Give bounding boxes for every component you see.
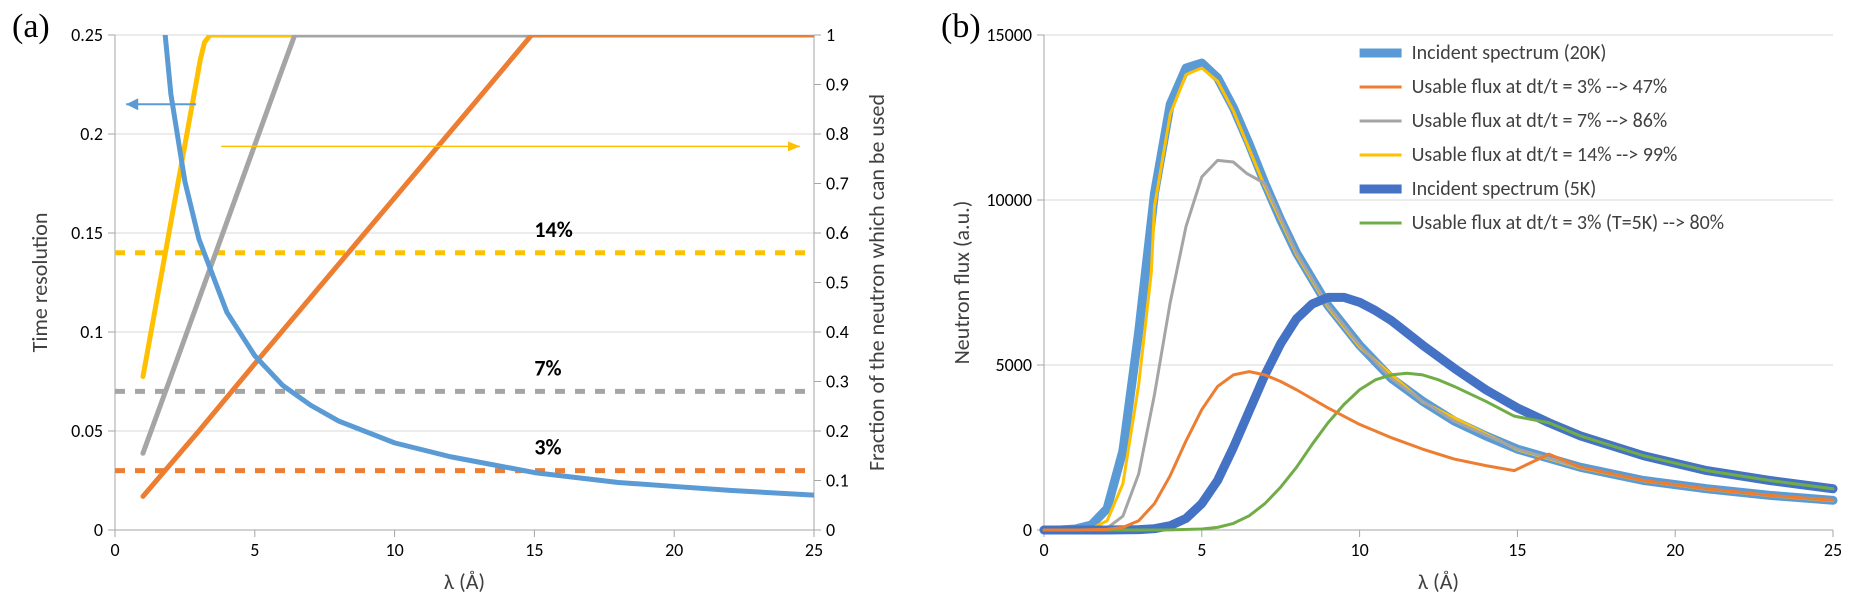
svg-text:14%: 14% [534,216,572,243]
svg-text:0.4: 0.4 [826,321,849,343]
svg-text:Usable flux at dt/t = 14% -->: Usable flux at dt/t = 14% --> 99% [1412,143,1678,167]
svg-text:5000: 5000 [996,354,1033,376]
svg-text:10000: 10000 [986,189,1032,211]
svg-text:0: 0 [1039,539,1048,561]
svg-text:λ (Å): λ (Å) [1418,568,1459,595]
svg-text:Time resolution: Time resolution [26,213,53,353]
svg-text:0.2: 0.2 [826,420,849,442]
svg-text:0.2: 0.2 [80,123,103,145]
svg-text:25: 25 [1824,539,1842,561]
svg-text:Neutron flux (a.u.): Neutron flux (a.u.) [948,201,975,365]
panel-b: (b) 0 5000 10000 15000 0 5 10 15 20 25 Incident sp… [929,0,1858,605]
figure: (a) 00.050.10.150.20.2500.10.20.30.40.50… [0,0,1858,605]
svg-text:0.8: 0.8 [826,123,849,145]
svg-text:Incident spectrum (20K): Incident spectrum (20K) [1412,41,1607,65]
svg-text:15: 15 [1508,539,1526,561]
svg-text:5: 5 [250,539,259,561]
svg-text:10: 10 [1350,539,1368,561]
svg-text:0.1: 0.1 [80,321,103,343]
svg-text:25: 25 [805,539,823,561]
svg-text:0.3: 0.3 [826,371,849,393]
svg-text:0.15: 0.15 [71,222,103,244]
svg-text:7%: 7% [534,355,561,382]
svg-text:0.05: 0.05 [71,420,103,442]
svg-text:15: 15 [525,539,543,561]
svg-text:λ (Å): λ (Å) [444,568,485,595]
chart-b: 0 5000 10000 15000 0 5 10 15 20 25 Incident spectr… [929,0,1858,605]
svg-text:Fraction of the neutron which: Fraction of the neutron which can be use… [863,94,890,471]
svg-text:20: 20 [665,539,683,561]
svg-text:0.5: 0.5 [826,272,849,294]
svg-text:10: 10 [385,539,403,561]
svg-text:0.7: 0.7 [826,173,849,195]
svg-text:Incident spectrum (5K): Incident spectrum (5K) [1412,177,1597,201]
svg-text:0: 0 [1023,519,1032,541]
svg-text:0.9: 0.9 [826,74,849,96]
svg-text:20: 20 [1666,539,1684,561]
panel-a: (a) 00.050.10.150.20.2500.10.20.30.40.50… [0,0,929,605]
svg-text:5: 5 [1197,539,1206,561]
chart-a: 0 0.05 0.1 0.15 0.2 0.25 0 0.1 0.2 0.3 0.4 0.5 0.6 0.… [0,0,929,605]
svg-text:Usable flux at dt/t = 7% --> 8: Usable flux at dt/t = 7% --> 86% [1412,109,1668,133]
svg-text:15000: 15000 [986,24,1032,46]
svg-text:Usable flux at dt/t = 3% --> 4: Usable flux at dt/t = 3% --> 47% [1412,75,1668,99]
panel-a-label: (a) [12,8,50,46]
svg-text:0: 0 [826,519,835,541]
svg-text:0: 0 [94,519,103,541]
svg-text:0: 0 [110,539,119,561]
svg-text:0.25: 0.25 [71,24,103,46]
svg-text:0.6: 0.6 [826,222,849,244]
svg-text:1: 1 [826,24,835,46]
panel-b-label: (b) [941,8,981,46]
svg-text:3%: 3% [534,434,561,461]
svg-text:0.1: 0.1 [826,470,849,492]
svg-text:Usable flux at dt/t = 3% (T=5K: Usable flux at dt/t = 3% (T=5K) --> 80% [1412,211,1724,235]
